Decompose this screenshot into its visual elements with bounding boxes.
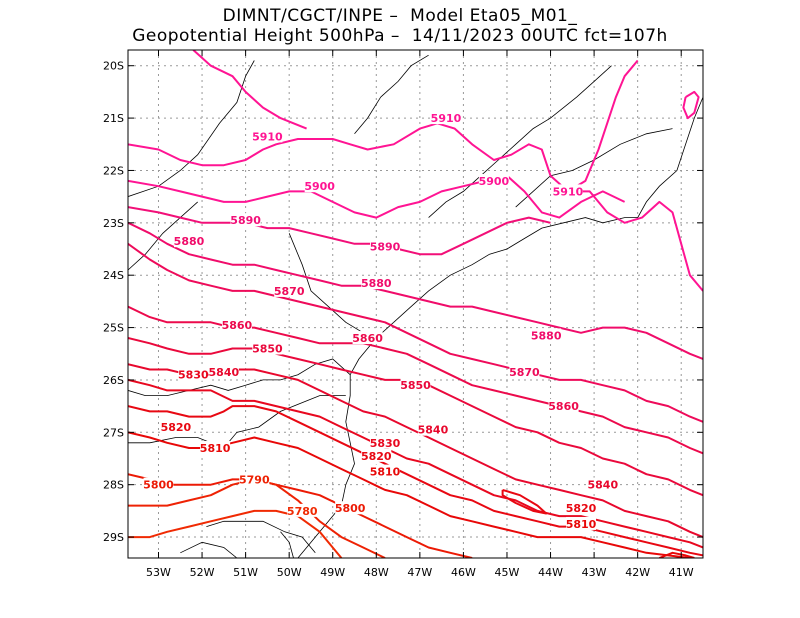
contour-label: 5830 bbox=[178, 369, 209, 382]
contour-label: 5810 bbox=[200, 442, 231, 455]
contour-label: 5910 bbox=[553, 185, 584, 198]
lon-tick-label: 52W bbox=[190, 566, 215, 579]
contour-label: 5830 bbox=[370, 437, 401, 450]
contour-label: 5840 bbox=[418, 424, 449, 437]
contour-label: 5820 bbox=[361, 450, 392, 463]
contour-label: 5840 bbox=[209, 366, 240, 379]
contour-label: 5910 bbox=[431, 112, 462, 125]
lat-tick-label: 28S bbox=[103, 479, 124, 492]
contour-label: 5900 bbox=[304, 180, 335, 193]
contour-label: 5850 bbox=[252, 343, 283, 356]
geopotential-map: 5910 5910 5910 5900 5890 5880 5870 5860 5850 5840… bbox=[0, 0, 800, 618]
lat-tick-label: 25S bbox=[103, 322, 124, 335]
lon-tick-label: 41W bbox=[669, 566, 694, 579]
lat-tick-label: 26S bbox=[103, 374, 124, 387]
lat-tick-label: 23S bbox=[103, 217, 124, 230]
lon-tick-label: 45W bbox=[495, 566, 520, 579]
contour-label: 5860 bbox=[222, 319, 253, 332]
contour-label: 5810 bbox=[566, 518, 597, 531]
contour-label: 5860 bbox=[352, 332, 383, 345]
contour-label: 5890 bbox=[230, 214, 261, 227]
contour-label: 5800 bbox=[143, 479, 174, 492]
contour-label: 5790 bbox=[239, 473, 270, 486]
contour-label: 5890 bbox=[370, 240, 401, 253]
contour-label: 5880 bbox=[531, 329, 562, 342]
lon-tick-label: 47W bbox=[407, 566, 432, 579]
contour-label: 5900 bbox=[479, 175, 510, 188]
contour-label: 5810 bbox=[370, 466, 401, 479]
contour-label: 5910 bbox=[252, 130, 283, 143]
contour-label: 5800 bbox=[335, 502, 366, 515]
lat-tick-label: 29S bbox=[103, 531, 124, 544]
contour-label: 5880 bbox=[174, 235, 205, 248]
lon-tick-label: 46W bbox=[451, 566, 476, 579]
contour-label: 5860 bbox=[548, 400, 579, 413]
contour-label: 5850 bbox=[400, 379, 431, 392]
contour-label: 5820 bbox=[161, 421, 192, 434]
contour-label: 5820 bbox=[566, 502, 597, 515]
lat-tick-label: 27S bbox=[103, 426, 124, 439]
lat-tick-label: 20S bbox=[103, 60, 124, 73]
lon-tick-label: 42W bbox=[625, 566, 650, 579]
lon-tick-label: 44W bbox=[538, 566, 563, 579]
lon-tick-label: 48W bbox=[364, 566, 389, 579]
contour-label: 5780 bbox=[287, 505, 318, 518]
lon-tick-label: 43W bbox=[582, 566, 607, 579]
lat-tick-label: 22S bbox=[103, 164, 124, 177]
contour-label: 5870 bbox=[274, 285, 305, 298]
lat-tick-label: 24S bbox=[103, 269, 124, 282]
lon-tick-label: 49W bbox=[320, 566, 345, 579]
lon-tick-label: 51W bbox=[233, 566, 258, 579]
contour-label: 5880 bbox=[361, 277, 392, 290]
contour-label: 5870 bbox=[509, 366, 540, 379]
contour-label: 5840 bbox=[587, 479, 618, 492]
lat-tick-label: 21S bbox=[103, 112, 124, 125]
lon-tick-label: 50W bbox=[277, 566, 302, 579]
lon-tick-label: 53W bbox=[146, 566, 171, 579]
